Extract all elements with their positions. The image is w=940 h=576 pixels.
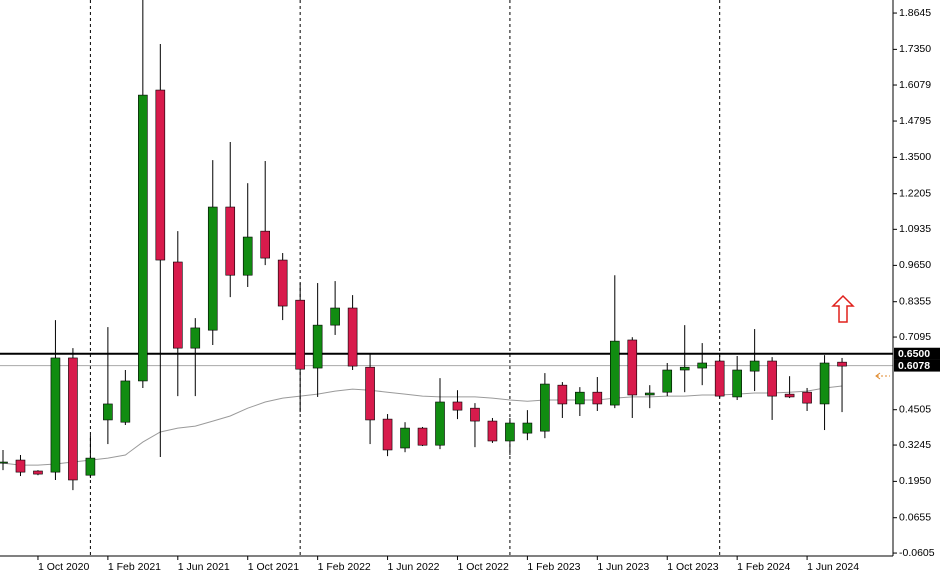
candle-body (627, 339, 638, 396)
candle-body (120, 380, 131, 423)
candle-body (103, 403, 113, 421)
candle-body (347, 307, 358, 367)
y-tick-label: 1.8645 (899, 7, 931, 19)
candle-body (330, 307, 340, 326)
candle-body (155, 89, 166, 261)
y-tick-label: 0.0655 (899, 511, 931, 523)
candle-body (749, 360, 760, 372)
moving-average (2, 385, 843, 466)
candle-body (784, 393, 795, 398)
candle-body (207, 206, 218, 331)
candle-body (138, 94, 148, 382)
y-tick-label: 1.3500 (899, 151, 931, 163)
x-tick-label: 1 Jun 2024 (807, 561, 859, 573)
candle-body (190, 327, 201, 349)
x-tick-label: 1 Jun 2022 (388, 561, 440, 573)
y-tick-label: 0.9650 (899, 259, 931, 271)
candle-body (819, 362, 830, 405)
axes: 1.8645 1.7350 1.6079 1.4795 1.3500 1.2205 1.09… (37, 7, 940, 573)
candle-body (679, 366, 690, 371)
x-tick-label: 1 Oct 2020 (38, 561, 90, 573)
candle-body (277, 259, 288, 307)
price-label: 0.6500 (898, 348, 930, 360)
x-tick-label: 1 Jun 2021 (178, 561, 230, 573)
y-tick-label: 0.1950 (899, 475, 931, 487)
y-tick-label: -0.0605 (899, 547, 935, 559)
x-tick-label: 1 Feb 2024 (737, 561, 790, 573)
x-tick-label: 1 Oct 2022 (457, 561, 509, 573)
x-tick-label: 1 Feb 2022 (318, 561, 371, 573)
y-tick-label: 1.4795 (899, 115, 931, 127)
up-arrow-signal (831, 294, 855, 323)
y-tick-label: 1.0935 (899, 223, 931, 235)
candle-body (522, 422, 533, 434)
x-tick-label: 1 Oct 2021 (248, 561, 300, 573)
price-pointer (875, 372, 890, 380)
candle-body (487, 420, 498, 442)
candle-body (540, 383, 550, 432)
x-tick-label: 1 Jun 2023 (597, 561, 649, 573)
y-tick-label: 1.7350 (899, 43, 931, 55)
y-tick-label: 0.4505 (899, 403, 931, 415)
candle-body (802, 391, 812, 404)
candle-body (33, 470, 43, 475)
candle-body (644, 392, 655, 396)
candle-body (50, 357, 61, 473)
candle-body (557, 384, 568, 405)
price-label: 0.6078 (898, 360, 930, 372)
candle-body (225, 206, 236, 276)
candle-body (767, 360, 777, 397)
candle-body (452, 401, 463, 411)
x-tick-label: 1 Feb 2023 (527, 561, 580, 573)
y-tick-label: 0.7095 (899, 331, 931, 343)
x-tick-label: 1 Oct 2023 (667, 561, 719, 573)
candle-body (435, 401, 445, 446)
candle-body (173, 261, 183, 349)
plot-area (0, 0, 893, 491)
candle-body (260, 230, 271, 259)
candle-body (837, 361, 847, 367)
y-tick-label: 0.8355 (899, 295, 931, 307)
candle-body (592, 391, 603, 405)
candle-body (68, 357, 78, 481)
x-tick-label: 1 Feb 2021 (108, 561, 161, 573)
candle-body (85, 457, 96, 476)
candle-body (505, 422, 515, 442)
y-tick-label: 1.6079 (899, 79, 931, 91)
candle-body (575, 391, 585, 405)
candle-body (714, 360, 725, 397)
candle-body (470, 407, 480, 422)
price-label-box (894, 347, 940, 360)
candle-body (242, 236, 253, 276)
candle-body (609, 340, 620, 406)
candle-body (417, 427, 428, 446)
y-tick-label: 0.3245 (899, 439, 931, 451)
candle-body (295, 299, 305, 370)
candle-body (382, 418, 393, 451)
price-label-box (894, 359, 940, 372)
candle-body (662, 369, 673, 393)
candle-body (732, 369, 742, 398)
candle-body (0, 461, 8, 464)
y-tick-label: 1.2205 (899, 187, 931, 199)
candle-body (400, 427, 410, 449)
candle-body (312, 324, 323, 369)
candle-body (15, 459, 26, 473)
candle-body (697, 362, 708, 369)
candle-body (365, 366, 375, 421)
